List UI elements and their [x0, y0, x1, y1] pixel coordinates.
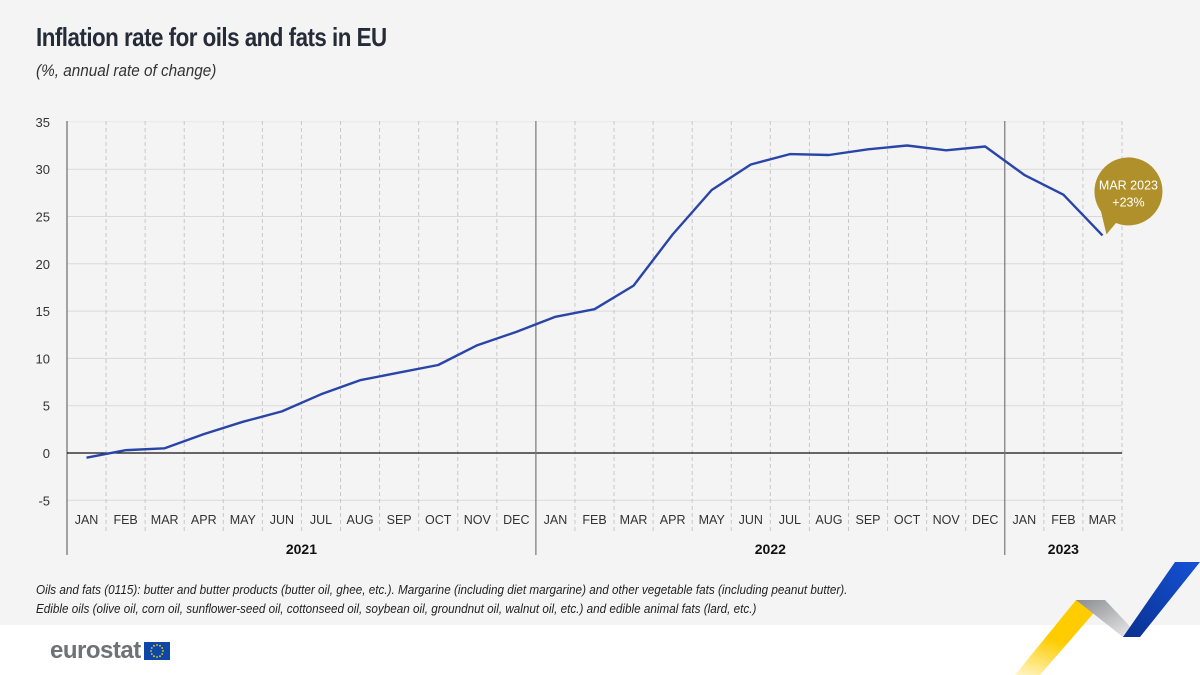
y-tick-label: 25: [36, 210, 50, 225]
x-axis-month-labels: JAN FEB MAR APR MAY JUN JUL AUG SEP OCT NOV DEC JAN F…: [75, 513, 1117, 527]
x-tick-label: FEB: [582, 513, 606, 527]
x-tick-label: OCT: [425, 513, 452, 527]
flag-star: [150, 647, 153, 649]
eu-flag-icon: [143, 642, 170, 660]
x-group-label: 2023: [1048, 541, 1079, 557]
flag-star: [152, 644, 155, 647]
x-tick-label: JUN: [270, 513, 294, 527]
x-tick-label: MAY: [230, 513, 257, 527]
x-tick-label: JAN: [75, 513, 99, 527]
flag-star: [155, 644, 158, 646]
flag-star: [149, 650, 152, 652]
y-tick-label: -5: [38, 493, 50, 508]
x-tick-label: SEP: [387, 513, 412, 527]
x-tick-label: JUL: [779, 513, 801, 527]
y-tick-label: 30: [36, 162, 50, 177]
y-tick-label: 20: [36, 257, 50, 272]
x-tick-label: AUG: [347, 513, 374, 527]
axes: [66, 121, 1122, 555]
x-tick-label: DEC: [972, 513, 998, 527]
x-tick-label: APR: [660, 513, 686, 527]
annotation-label-value: +23%: [1112, 195, 1144, 209]
x-tick-label: JUN: [739, 513, 763, 527]
vertical-gridlines: [105, 121, 1123, 533]
y-tick-label: 35: [36, 115, 50, 130]
series-lines: [86, 144, 1104, 459]
flag-star: [150, 653, 153, 655]
x-axis-year-labels: 2021 2022 2023: [286, 541, 1079, 557]
chart-title: Inflation rate for oils and fats in EU: [36, 22, 387, 52]
chart-subtitle: (%, annual rate of change): [36, 61, 217, 80]
y-tick-label: 10: [36, 351, 50, 366]
x-tick-label: NOV: [464, 513, 492, 527]
footer-bar: eurostat: [0, 625, 1200, 675]
x-tick-label: JAN: [544, 513, 568, 527]
footnotes: Oils and fats (0115): butter and butter …: [36, 580, 847, 618]
flag-star: [160, 647, 163, 649]
footnote-line-2: Edible oils (olive oil, corn oil, sunflo…: [36, 601, 757, 616]
annotation-label-date: MAR 2023: [1099, 178, 1158, 192]
ribbon-blue: [1123, 562, 1200, 637]
ribbon-gray: [1076, 600, 1140, 637]
x-tick-label: APR: [191, 513, 217, 527]
y-tick-label: 0: [43, 446, 50, 461]
y-tick-label: 15: [36, 304, 50, 319]
x-tick-label: MAY: [699, 513, 726, 527]
x-tick-label: JAN: [1013, 513, 1037, 527]
x-tick-label: SEP: [856, 513, 881, 527]
x-group-label: 2022: [755, 541, 786, 557]
flag-star: [158, 644, 161, 647]
y-axis-ticks: 35 30 25 20 15 10 5 0 -5: [36, 115, 50, 508]
x-tick-label: MAR: [151, 513, 179, 527]
flag-star: [160, 653, 163, 655]
annotation-bubble: MAR 2023 +23%: [1094, 157, 1163, 235]
y-tick-label: 5: [43, 399, 50, 414]
eurostat-logo: eurostat: [50, 637, 170, 665]
flag-star: [161, 650, 164, 652]
x-tick-label: MAR: [620, 513, 648, 527]
x-tick-label: FEB: [113, 513, 137, 527]
flag-star: [155, 656, 158, 658]
x-tick-label: NOV: [933, 513, 961, 527]
x-group-label: 2021: [286, 541, 317, 557]
x-tick-label: DEC: [503, 513, 529, 527]
x-tick-label: AUG: [815, 513, 842, 527]
x-tick-label: JUL: [310, 513, 332, 527]
x-tick-label: FEB: [1051, 513, 1075, 527]
x-tick-label: MAR: [1089, 513, 1117, 527]
annotation-bubble-shape: [1094, 157, 1163, 235]
footnote-line-1: Oils and fats (0115): butter and butter …: [36, 582, 848, 597]
flag-star: [152, 655, 155, 658]
x-tick-label: OCT: [894, 513, 921, 527]
flag-star: [158, 655, 161, 658]
logo-text: eurostat: [50, 637, 141, 664]
horizontal-gridlines: [67, 121, 1122, 501]
ribbon-yellow: [1015, 600, 1105, 675]
